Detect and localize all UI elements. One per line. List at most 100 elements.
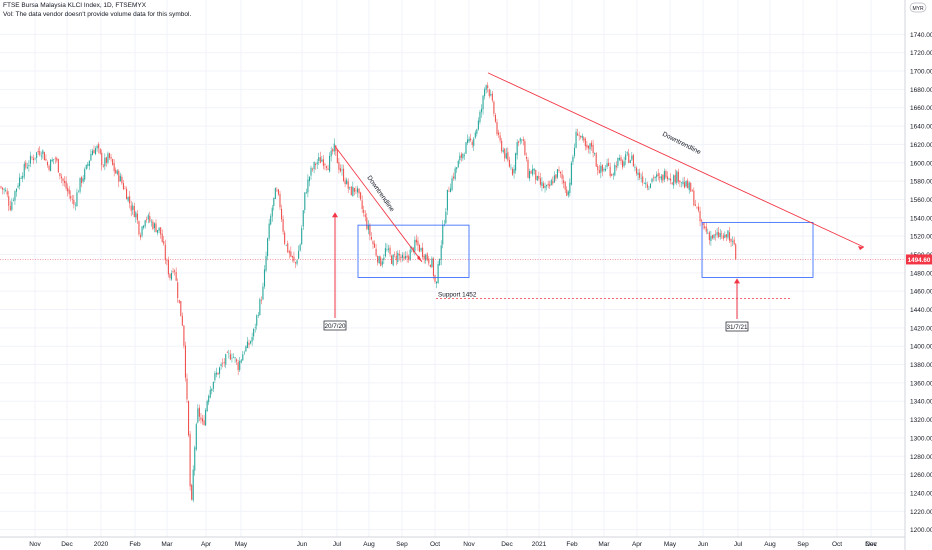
candle-body	[409, 249, 411, 261]
candle-body	[639, 172, 641, 178]
candle-body	[615, 165, 617, 168]
candle-body	[98, 144, 100, 149]
candle-body	[96, 145, 98, 149]
candle-body	[431, 258, 433, 267]
candle-body	[426, 253, 428, 260]
candle-body	[150, 221, 152, 223]
downtrend-long-label: Downtrendline	[661, 131, 702, 157]
candle-body	[366, 217, 368, 229]
candle-body	[391, 255, 393, 264]
arrow-31-7-21-label: 31/7/21	[726, 324, 748, 331]
candle-body	[251, 337, 253, 342]
candle-body	[415, 239, 417, 243]
candle-body	[31, 157, 33, 159]
candle-body	[480, 108, 483, 113]
candle-body	[414, 239, 416, 252]
chart-title: FTSE Bursa Malaysia KLCI Index, 1D, FTSE…	[3, 2, 147, 9]
candle-body	[682, 181, 684, 185]
candle-body	[181, 315, 183, 326]
candle-body	[558, 169, 560, 171]
candle-body	[250, 341, 252, 344]
candle-body	[149, 216, 151, 222]
candle-body	[102, 165, 104, 167]
x-tick-label: Nov	[865, 541, 877, 548]
candle-body	[99, 148, 101, 154]
candle-body	[384, 248, 386, 257]
candle-body	[524, 141, 526, 156]
candle-body	[42, 150, 44, 155]
candle-body	[530, 171, 532, 174]
candle-body	[325, 166, 328, 168]
candle-body	[546, 185, 548, 187]
candle-body	[147, 215, 149, 220]
candle-body	[177, 282, 179, 299]
candle-body	[719, 233, 721, 237]
candle-body	[451, 178, 453, 190]
candle-body	[622, 160, 624, 168]
candle-body	[73, 199, 75, 205]
candle-body	[1, 187, 4, 190]
candle-body	[685, 181, 687, 187]
x-tick-label: Nov	[29, 541, 41, 548]
candle-body	[265, 256, 267, 271]
candle-body	[186, 378, 188, 400]
candle-body	[144, 220, 146, 227]
downtrend-line-short	[334, 145, 423, 263]
candle-body	[152, 221, 154, 229]
candle-body	[104, 157, 106, 167]
candle-body	[318, 157, 320, 161]
candle-body	[304, 192, 306, 210]
candle-body	[428, 258, 430, 264]
candle-body	[620, 157, 622, 162]
candle-body	[573, 147, 576, 156]
candle-body	[677, 171, 679, 182]
candle-body	[350, 186, 352, 196]
x-tick-label: Apr	[201, 541, 212, 548]
candle-body	[535, 169, 537, 180]
candle-body	[575, 131, 577, 148]
candle-body	[87, 164, 89, 166]
candle-body	[363, 209, 365, 213]
candle-body	[604, 168, 607, 171]
candle-body	[43, 152, 45, 161]
candle-body	[105, 157, 107, 163]
candle-body	[124, 188, 126, 190]
candle-body	[53, 159, 55, 160]
candle-body	[260, 299, 262, 301]
x-tick-label: Sep	[797, 541, 809, 548]
candle-body	[603, 169, 605, 171]
candle-body	[676, 171, 678, 183]
candle-body	[33, 158, 35, 160]
x-tick-label: Feb	[129, 541, 141, 548]
candle-body	[209, 389, 211, 398]
candle-body	[246, 341, 248, 348]
candle-body	[564, 181, 566, 190]
candle-body	[222, 363, 224, 364]
candle-body	[169, 273, 171, 279]
y-tick-label: 1280.00	[910, 454, 932, 461]
candle-body	[408, 256, 410, 260]
candle-body	[487, 85, 489, 89]
candle-body	[733, 239, 735, 245]
candle-body	[146, 219, 148, 220]
candle-body	[14, 191, 16, 201]
candle-body	[533, 168, 535, 171]
candle-body	[107, 153, 109, 163]
candle-body	[256, 315, 258, 326]
candle-body	[474, 132, 476, 138]
y-tick-label: 1660.00	[910, 105, 932, 112]
candle-body	[339, 168, 341, 172]
candle-body	[457, 161, 459, 168]
candle-body	[394, 254, 396, 255]
y-tick-label: 1680.00	[910, 87, 932, 94]
candle-body	[578, 135, 580, 137]
candle-body	[245, 346, 247, 352]
x-tick-label: Oct	[832, 541, 842, 548]
x-tick-label: Jul	[333, 541, 342, 548]
candle-body	[29, 155, 31, 164]
candle-body	[370, 237, 372, 240]
candle-body	[591, 142, 593, 147]
candle-body	[386, 249, 388, 250]
candle-body	[536, 175, 538, 181]
